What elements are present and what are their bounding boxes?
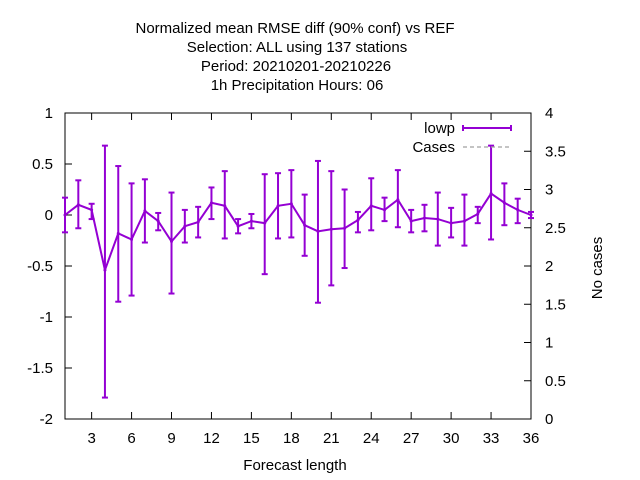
title-line-4: 1h Precipitation Hours: 06 bbox=[211, 77, 384, 94]
data-point bbox=[263, 221, 267, 225]
y-tick-label: 0.5 bbox=[32, 156, 53, 173]
data-point bbox=[383, 208, 387, 212]
data-point bbox=[396, 198, 400, 202]
data-point bbox=[436, 217, 440, 221]
data-point bbox=[409, 219, 413, 223]
data-point bbox=[183, 224, 187, 228]
data-point bbox=[316, 229, 320, 233]
error-bar bbox=[368, 177, 375, 232]
legend-key-lowp bbox=[462, 125, 512, 131]
x-tick-label: 12 bbox=[203, 430, 220, 447]
data-point bbox=[489, 192, 493, 196]
series-layer bbox=[62, 144, 534, 399]
chart-title: Normalized mean RMSE diff (90% conf) vs … bbox=[136, 20, 455, 94]
data-point bbox=[476, 212, 480, 216]
data-point bbox=[249, 219, 253, 223]
error-bar bbox=[501, 182, 508, 227]
y2-tick-label: 3 bbox=[545, 182, 553, 199]
x-tick-label: 36 bbox=[523, 430, 540, 447]
y-tick-label: -1.5 bbox=[27, 360, 53, 377]
data-point bbox=[156, 219, 160, 223]
y2-tick-label: 0.5 bbox=[545, 373, 566, 390]
data-point bbox=[276, 204, 280, 208]
data-point bbox=[236, 224, 240, 228]
y2-tick-label: 1 bbox=[545, 335, 553, 352]
x-tick-label: 27 bbox=[403, 430, 420, 447]
data-point bbox=[502, 201, 506, 205]
data-point bbox=[303, 223, 307, 227]
x-tick-label: 3 bbox=[87, 430, 95, 447]
data-point bbox=[356, 218, 360, 222]
title-line-1: Normalized mean RMSE diff (90% conf) vs … bbox=[136, 20, 455, 37]
series-line-lowp bbox=[64, 192, 532, 274]
y2-tick-label: 2 bbox=[545, 258, 553, 275]
x-tick-label: 15 bbox=[243, 430, 260, 447]
y2-tick-label: 4 bbox=[545, 105, 553, 122]
legend-label-lowp: lowp bbox=[424, 120, 455, 137]
title-line-3: Period: 20210201-20210226 bbox=[201, 58, 391, 75]
x-tick-label: 24 bbox=[363, 430, 380, 447]
x-tick-label: 21 bbox=[323, 430, 340, 447]
data-point bbox=[130, 237, 134, 241]
error-bar bbox=[168, 191, 175, 295]
data-point bbox=[516, 208, 520, 212]
data-point bbox=[196, 220, 200, 224]
data-point bbox=[529, 213, 533, 217]
y2-tick-label: 3.5 bbox=[545, 143, 566, 160]
title-line-2: Selection: ALL using 137 stations bbox=[187, 39, 407, 56]
legend-label-cases: Cases bbox=[412, 139, 455, 156]
y-tick-label: 1 bbox=[45, 105, 53, 122]
data-point bbox=[223, 204, 227, 208]
y2-tick-label: 0 bbox=[545, 411, 553, 428]
y-tick-label: 0 bbox=[45, 207, 53, 224]
error-bar bbox=[354, 210, 361, 234]
legend: lowp Cases bbox=[412, 120, 512, 156]
x-tick-label: 33 bbox=[483, 430, 500, 447]
y-tick-label: -0.5 bbox=[27, 258, 53, 275]
x-axis: 3 6 9 12 15 18 21 24 27 30 33 36 bbox=[87, 113, 539, 447]
x-tick-label: 30 bbox=[443, 430, 460, 447]
y-tick-label: -1 bbox=[40, 309, 53, 326]
data-point bbox=[143, 209, 147, 213]
plot-frame bbox=[64, 112, 532, 420]
data-point bbox=[90, 208, 94, 212]
data-point bbox=[343, 226, 347, 230]
y2-tick-label: 1.5 bbox=[545, 296, 566, 313]
y2-tick-label: 2.5 bbox=[545, 220, 566, 237]
y-tick-label: -2 bbox=[40, 411, 53, 428]
data-point bbox=[76, 203, 80, 207]
data-point bbox=[116, 231, 120, 235]
y2-axis-label: No cases bbox=[589, 237, 606, 300]
x-tick-label: 6 bbox=[127, 430, 135, 447]
data-point bbox=[63, 213, 67, 217]
data-point bbox=[329, 227, 333, 231]
x-tick-label: 18 bbox=[283, 430, 300, 447]
data-point bbox=[422, 216, 426, 220]
data-point bbox=[209, 201, 213, 205]
data-point bbox=[289, 202, 293, 206]
y2-axis: 0 0.5 1 1.5 2 2.5 3 3.5 4 bbox=[524, 105, 566, 428]
data-point bbox=[449, 221, 453, 225]
y-axis: -2 -1.5 -1 -0.5 0 0.5 1 bbox=[27, 105, 72, 428]
x-tick-label: 9 bbox=[167, 430, 175, 447]
x-axis-label: Forecast length bbox=[243, 457, 346, 474]
data-point bbox=[462, 219, 466, 223]
data-point bbox=[369, 204, 373, 208]
data-point bbox=[170, 240, 174, 244]
data-point bbox=[103, 268, 107, 272]
